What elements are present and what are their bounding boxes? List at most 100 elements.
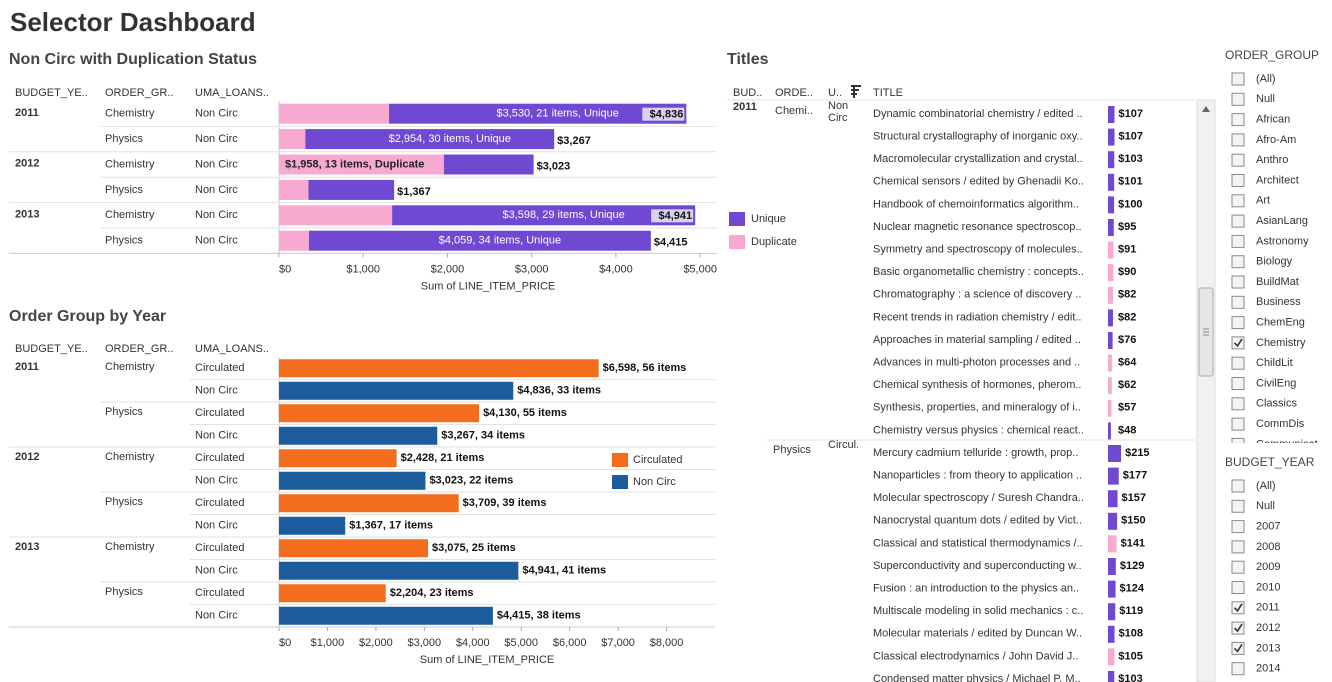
checkbox[interactable] [1231,520,1245,534]
sort-icon[interactable] [851,85,861,98]
filter-item-label[interactable]: 2014 [1256,663,1280,675]
title-name: Nuclear magnetic resonance spectroscop.. [873,221,1082,233]
checkbox[interactable] [1231,479,1245,493]
filter-item-label[interactable]: 2013 [1256,642,1280,654]
checkbox[interactable] [1231,194,1245,208]
title-value: $57 [1118,402,1136,414]
title-value: $215 [1125,447,1149,459]
checkbox[interactable] [1231,113,1245,127]
checkbox[interactable] [1231,255,1245,269]
filter-item-label[interactable]: CivilEng [1256,377,1296,389]
row-header-group: Chemistry [105,108,155,120]
filter-item-label[interactable]: Biology [1256,256,1293,268]
title-bar [1108,377,1112,395]
group-loans: Circul.. [828,439,858,451]
checkbox[interactable] [1231,621,1245,635]
title-name: Molecular spectroscopy / Suresh Chandra.… [873,492,1084,504]
filter-item-label[interactable]: BuildMat [1256,276,1299,288]
title-value: $129 [1120,560,1144,572]
filter-item-label[interactable]: Astronomy [1256,235,1309,247]
filter-item-label[interactable]: Architect [1256,174,1299,186]
scroll-up-arrow[interactable] [1202,106,1210,112]
title-bar [1108,219,1114,236]
column-header: ORDER_GR.. [105,343,173,355]
checkbox[interactable] [1231,662,1245,676]
checkbox[interactable] [1231,133,1245,147]
row-header-group: Physics [105,235,143,247]
filter-item-label[interactable]: Business [1256,296,1301,308]
filter-item-label[interactable]: African [1256,114,1290,126]
checkbox[interactable] [1231,601,1245,615]
title-value: $103 [1118,673,1142,682]
filter-list: (All) Null 2007 2008 2009 2010 2011 2012 2013 201… [1231,479,1280,676]
column-header: BUD.. [733,87,762,99]
title-name: Structural crystallography of inorganic … [873,131,1083,143]
title-value: $90 [1118,266,1136,278]
title-bar [1108,173,1115,191]
filter-item-label[interactable]: ChildLit [1256,357,1293,369]
filter-item-label[interactable]: 2009 [1256,561,1280,573]
row-header-loans: Circulated [195,587,245,599]
bar-segment [279,179,309,200]
bar-segment [279,129,306,150]
checkbox[interactable] [1231,377,1245,390]
checkbox[interactable] [1231,174,1245,187]
checkbox[interactable] [1231,153,1245,167]
checkbox[interactable] [1231,499,1245,513]
title-value: $91 [1118,244,1136,256]
filter-item-label[interactable]: Anthro [1256,154,1288,166]
filter-item-label[interactable]: Art [1256,195,1270,207]
title-name: Basic organometallic chemistry : concept… [873,266,1084,278]
checkbox[interactable] [1231,92,1245,106]
filter-item-label[interactable]: 2010 [1256,581,1280,593]
bar [279,494,459,513]
title-bar [1108,106,1115,123]
bar [279,471,426,490]
bar [279,561,519,580]
checkbox[interactable] [1231,295,1245,309]
filter-item-label[interactable]: 2012 [1256,622,1280,634]
title-name: Nanocrystal quantum dots / edited by Vic… [873,515,1082,527]
bar-segment [279,154,444,175]
scrollbar[interactable] [1196,99,1216,682]
title-name: Handbook of chemoinformatics algorithm.. [873,198,1079,210]
checkbox[interactable] [1231,560,1245,574]
checkbox[interactable] [1231,417,1245,431]
filter-item-label[interactable]: Afro-Am [1256,134,1296,146]
group-loans-text: Circul.. [828,439,858,451]
title-bar [1108,196,1115,214]
filter-item-label[interactable]: 2007 [1256,521,1280,533]
filter-item-label[interactable]: Classics [1256,398,1297,410]
checkbox[interactable] [1231,234,1245,248]
checkbox[interactable] [1231,275,1245,289]
checkbox[interactable] [1231,316,1245,330]
filter-item-label[interactable]: Null [1256,93,1275,105]
filter-item-label[interactable]: CommDis [1256,418,1305,430]
checkbox[interactable] [1231,336,1245,350]
row-header-year: 2011 [15,107,39,119]
filter-item-label[interactable]: 2011 [1256,602,1280,614]
title-value: $48 [1118,424,1136,436]
filter-item-label[interactable]: 2008 [1256,541,1280,553]
filter-item-label[interactable]: (All) [1256,480,1276,492]
filter-item-label[interactable]: Null [1256,500,1275,512]
checkbox[interactable] [1231,641,1245,655]
x-tick-label: $5,000 [504,637,538,649]
x-tick-label: $2,000 [359,637,393,649]
x-tick-label: $0 [279,263,291,275]
checkbox[interactable] [1231,437,1245,450]
checkbox[interactable] [1231,397,1245,411]
legend-swatch [729,235,745,249]
filter-item-label[interactable]: (All) [1256,73,1276,85]
checkbox[interactable] [1231,214,1245,228]
checkbox[interactable] [1231,581,1245,594]
title-value: $124 [1120,583,1145,595]
legend-swatch [612,453,628,467]
filter-item-label[interactable]: AsianLang [1256,215,1308,227]
filter-item-label[interactable]: ChemEng [1256,317,1305,329]
filter-item-label[interactable]: Communicat.. [1256,438,1324,450]
filter-item-label[interactable]: Chemistry [1256,337,1306,349]
checkbox[interactable] [1231,540,1245,554]
checkbox[interactable] [1231,72,1245,86]
checkbox[interactable] [1231,356,1245,370]
